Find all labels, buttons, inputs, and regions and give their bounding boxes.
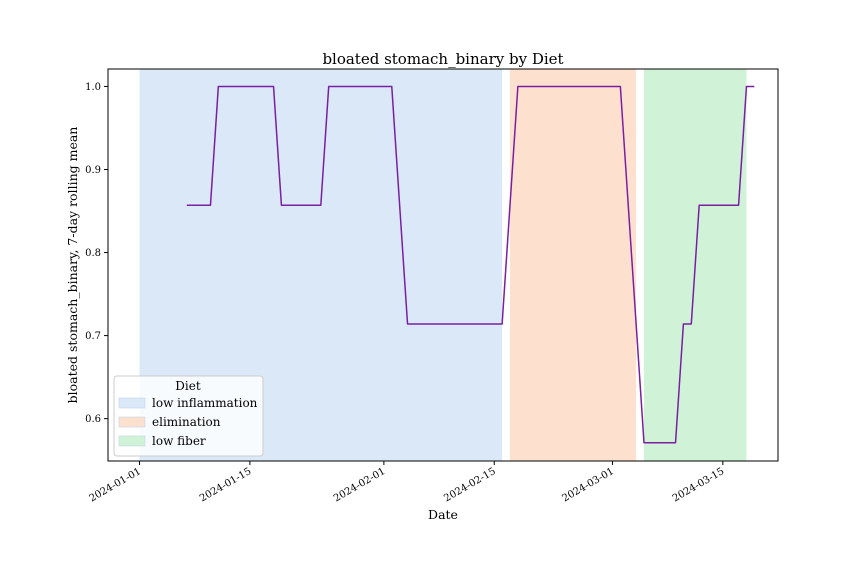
legend-label-1: elimination xyxy=(152,415,221,429)
y-tick-label-4: 1.0 xyxy=(85,82,101,93)
legend-label-0: low inflammation xyxy=(152,396,258,410)
legend-frame xyxy=(113,375,264,457)
y-tick-label-0: 0.6 xyxy=(85,414,101,425)
legend-label-2: low fiber xyxy=(152,434,206,448)
legend-title: Diet xyxy=(175,379,201,393)
y-tick-label-3: 0.9 xyxy=(85,165,101,176)
legend: Diet low inflammation elimination low fibe… xyxy=(113,375,264,457)
chart-title: bloated stomach_binary by Diet xyxy=(322,50,563,68)
series-line-0 xyxy=(186,85,755,444)
series-layer xyxy=(186,85,755,444)
y-tick-label-2: 0.8 xyxy=(85,248,101,259)
band-1 xyxy=(510,69,637,461)
legend-swatch-0 xyxy=(118,397,146,409)
y-axis-ticks: 0.6 0.7 0.8 0.9 1.0 xyxy=(85,82,108,425)
legend-swatch-2 xyxy=(118,435,146,447)
x-axis-label: Date xyxy=(428,507,458,522)
legend-entries: low inflammation elimination low fiber xyxy=(118,396,258,448)
plot-area-frame xyxy=(107,68,779,462)
legend-swatch-1 xyxy=(118,416,146,428)
y-axis-label: bloated stomach_binary, 7-day rolling me… xyxy=(65,127,80,404)
y-tick-label-1: 0.7 xyxy=(85,331,101,342)
